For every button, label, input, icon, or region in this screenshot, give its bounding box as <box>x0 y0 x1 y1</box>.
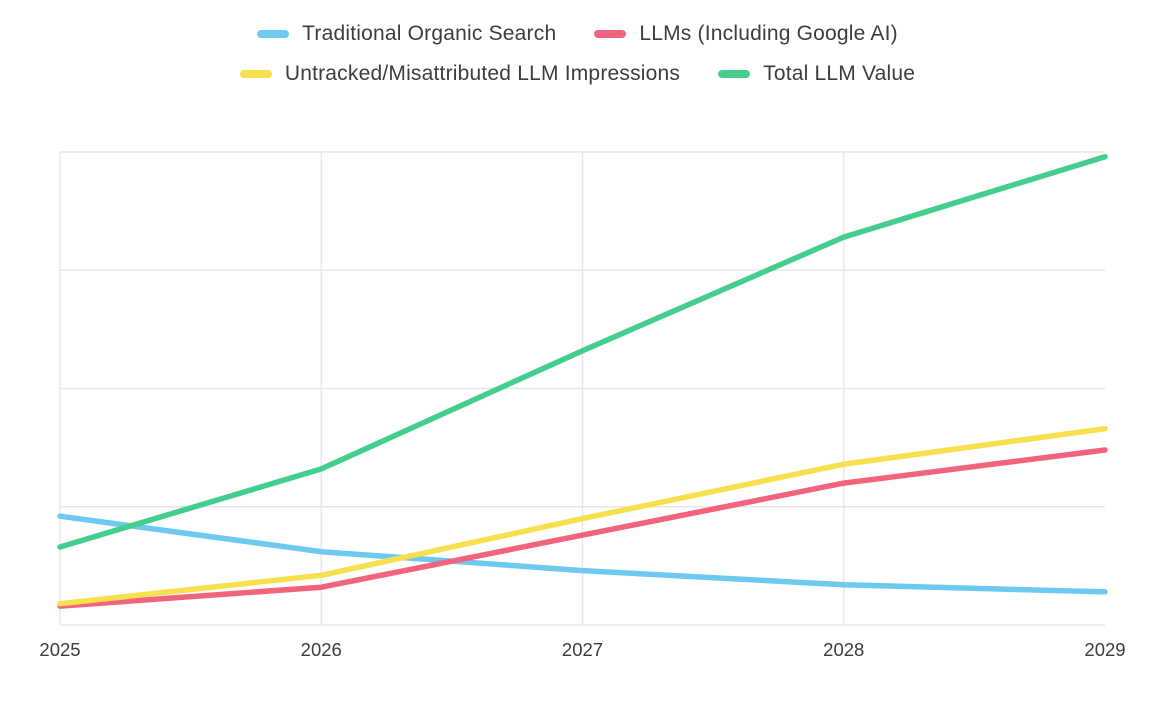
legend-item-llms[interactable]: LLMs (Including Google AI) <box>594 22 898 46</box>
series-line-llms-including-google-ai <box>57 447 1108 609</box>
legend-label-untracked-llm-impressions: Untracked/Misattributed LLM Impressions <box>284 62 681 85</box>
x-tick-label-2028: 2028 <box>823 639 865 660</box>
series-line-traditional-organic-search <box>57 513 1108 595</box>
legend-row-2: Untracked/Misattributed LLM Impressions … <box>239 62 915 86</box>
legend-swatch-blue-icon <box>257 30 290 38</box>
legend-item-traditional-organic-search[interactable]: Traditional Organic Search <box>257 22 556 46</box>
legend-label-total-llm-value: Total LLM Value <box>763 62 916 85</box>
chart-legend: Traditional Organic Search LLMs (Includi… <box>0 0 1155 86</box>
x-tick-label-2029: 2029 <box>1084 639 1126 660</box>
legend-row-1: Traditional Organic Search LLMs (Includi… <box>257 22 898 46</box>
chart-canvas <box>57 151 1108 626</box>
series-line-untracked-misattributed-llm-impressions <box>57 425 1108 607</box>
legend-label-llms: LLMs (Including Google AI) <box>639 22 898 45</box>
legend-swatch-red-icon <box>594 30 627 38</box>
legend-swatch-green-icon <box>718 70 751 78</box>
x-axis: 2025 2026 2027 2028 2029 <box>39 639 1125 679</box>
legend-swatch-yellow-icon <box>239 70 272 78</box>
series-line-total-llm-value <box>57 153 1108 550</box>
x-tick-label-2026: 2026 <box>300 639 342 660</box>
x-tick-label-2025: 2025 <box>39 639 81 660</box>
line-chart: 2025 2026 2027 2028 2029 <box>39 151 1126 660</box>
x-tick-label-2027: 2027 <box>561 639 604 660</box>
legend-item-total-llm-value[interactable]: Total LLM Value <box>718 62 915 86</box>
legend-label-traditional-organic-search: Traditional Organic Search <box>302 22 557 45</box>
legend-item-untracked-llm-impressions[interactable]: Untracked/Misattributed LLM Impressions <box>239 62 681 86</box>
